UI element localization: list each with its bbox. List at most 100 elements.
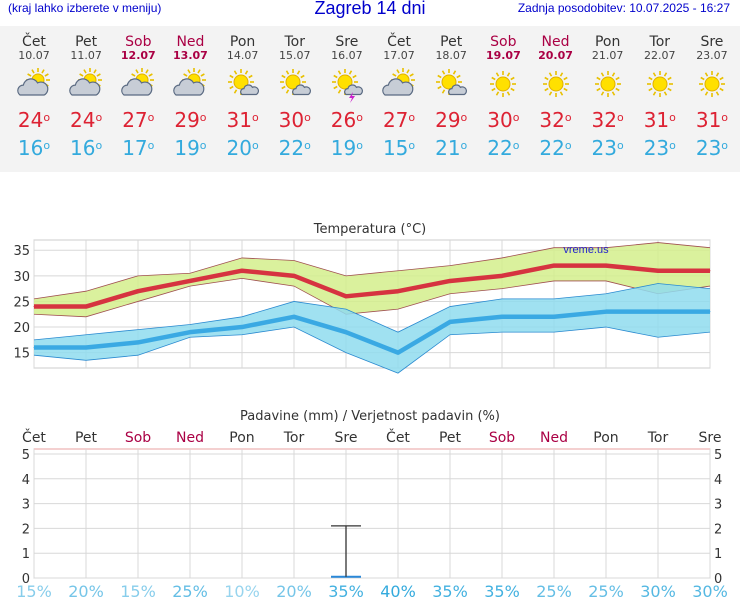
precipitation-plot-area	[33, 448, 711, 579]
min-temperature-point	[397, 352, 399, 354]
forecast-day: Pet 11.07 24o 16o	[60, 26, 112, 162]
precipitation-tick-label-left: 3	[22, 498, 30, 513]
min-temperature-point	[657, 311, 659, 313]
precipitation-day-label: Pon	[593, 430, 618, 446]
forecast-day: Tor 22.07 31o 23o	[634, 26, 686, 162]
max-temperature-value: 31	[695, 108, 722, 132]
precipitation-tick-label-right: 2	[714, 522, 722, 537]
min-temperature-value: 21	[435, 136, 461, 160]
max-temperature-point	[241, 270, 243, 272]
max-temperature-point	[709, 270, 711, 272]
max-temperature: 27o	[112, 106, 164, 134]
degree-sign: o	[512, 139, 520, 152]
day-name: Pet	[75, 34, 98, 50]
min-temperature-point	[605, 311, 607, 313]
max-temperature-point	[137, 290, 139, 292]
max-temperature: 24o	[8, 106, 60, 134]
min-temperature-value: 22	[487, 136, 513, 160]
degree-sign: o	[251, 111, 259, 124]
degree-sign: o	[564, 139, 572, 152]
min-temperature-line	[34, 309, 710, 355]
degree-sign: o	[721, 111, 729, 124]
precipitation-day-label: Tor	[647, 430, 669, 446]
precipitation-tick-label-left: 0	[22, 572, 30, 587]
precipitation-tick-label-left: 5	[22, 448, 30, 463]
precipitation-tick-label-right: 4	[714, 473, 722, 488]
max-temperature-point	[553, 265, 555, 267]
max-temperature-value: 29	[174, 108, 200, 132]
min-temperature: 22o	[530, 134, 582, 162]
min-temperature: 23o	[634, 134, 686, 162]
min-temperature-point	[345, 331, 347, 333]
min-temperature-value: 22	[539, 136, 565, 160]
precipitation-probability-label: 35%	[432, 582, 468, 600]
max-temperature-value: 31	[226, 108, 252, 132]
max-temperature: 31o	[217, 106, 269, 134]
max-temperature: 29o	[425, 106, 477, 134]
day-date: 13.07	[173, 49, 208, 62]
min-temperature: 23o	[686, 134, 738, 162]
max-temperature: 31o	[634, 106, 686, 134]
day-name: Sre	[700, 34, 724, 50]
max-temperature-value: 24	[70, 108, 96, 132]
day-name: Pon	[594, 34, 621, 50]
degree-sign: o	[408, 139, 416, 152]
min-temperature-point	[189, 331, 191, 333]
precipitation-probability-label: 25%	[536, 582, 572, 600]
precipitation-probability-label: 10%	[224, 582, 260, 600]
min-temperature-point	[553, 316, 555, 318]
day-name: Pon	[229, 34, 256, 50]
watermark: vreme.us	[563, 244, 609, 256]
forecast-day: Sob 19.07 30o 22o	[477, 26, 529, 162]
max-temperature-value: 27	[382, 108, 409, 132]
degree-sign: o	[408, 111, 416, 124]
degree-sign: o	[304, 111, 311, 124]
degree-sign: o	[669, 111, 676, 124]
degree-sign: o	[251, 139, 259, 152]
degree-sign: o	[95, 139, 103, 152]
max-temperature-point	[605, 265, 607, 267]
precipitation-probability-label: 20%	[68, 582, 104, 600]
min-temperature-value: 23	[591, 136, 617, 160]
sun-icon	[477, 68, 529, 104]
precipitation-tick-label-right: 0	[714, 572, 722, 587]
degree-sign: o	[669, 139, 676, 152]
forecast-day: Pet 18.07 29o 21o	[425, 26, 477, 162]
degree-sign: o	[617, 139, 624, 152]
degree-sign: o	[147, 111, 155, 124]
min-temperature-point	[501, 316, 503, 318]
min-temperature: 20o	[217, 134, 269, 162]
day-date: 15.07	[279, 49, 311, 62]
min-temperature-point	[449, 321, 451, 323]
min-temperature-value: 23	[643, 136, 670, 160]
max-temperature-point	[189, 280, 191, 282]
cloud-sun-icon	[112, 68, 164, 104]
precipitation-day-label: Ned	[540, 430, 568, 446]
min-temperature-value: 23	[695, 136, 722, 160]
forecast-day: Pon 14.07 31o 20o	[217, 26, 269, 162]
min-band-upper-edge	[33, 283, 711, 341]
min-temperature-point	[293, 316, 295, 318]
max-temperature-value: 31	[643, 108, 670, 132]
precipitation-tick-label-left: 2	[22, 522, 30, 537]
sun-small-cloud-icon	[269, 68, 321, 104]
min-temperature: 22o	[269, 134, 321, 162]
sun-cloud-storm-icon	[321, 68, 373, 104]
max-temperature: 31o	[686, 106, 738, 134]
degree-sign: o	[356, 139, 363, 152]
day-date: 19.07	[485, 49, 521, 62]
min-temperature-value: 19	[174, 136, 200, 160]
cloud-sun-icon	[164, 68, 216, 104]
min-temperature: 22o	[477, 134, 529, 162]
precipitation-probability-label: 25%	[588, 582, 624, 600]
max-band-lower-edge	[33, 277, 711, 318]
day-name: Čet	[387, 34, 411, 50]
precipitation-probability-label: 30%	[640, 582, 676, 600]
min-band-lower-edge	[33, 326, 711, 374]
min-temperature-point	[241, 326, 243, 328]
day-name: Tor	[284, 34, 306, 50]
sun-small-cloud-icon	[217, 68, 269, 104]
temperature-tick-label: 20	[13, 321, 30, 336]
degree-sign: o	[617, 111, 624, 124]
